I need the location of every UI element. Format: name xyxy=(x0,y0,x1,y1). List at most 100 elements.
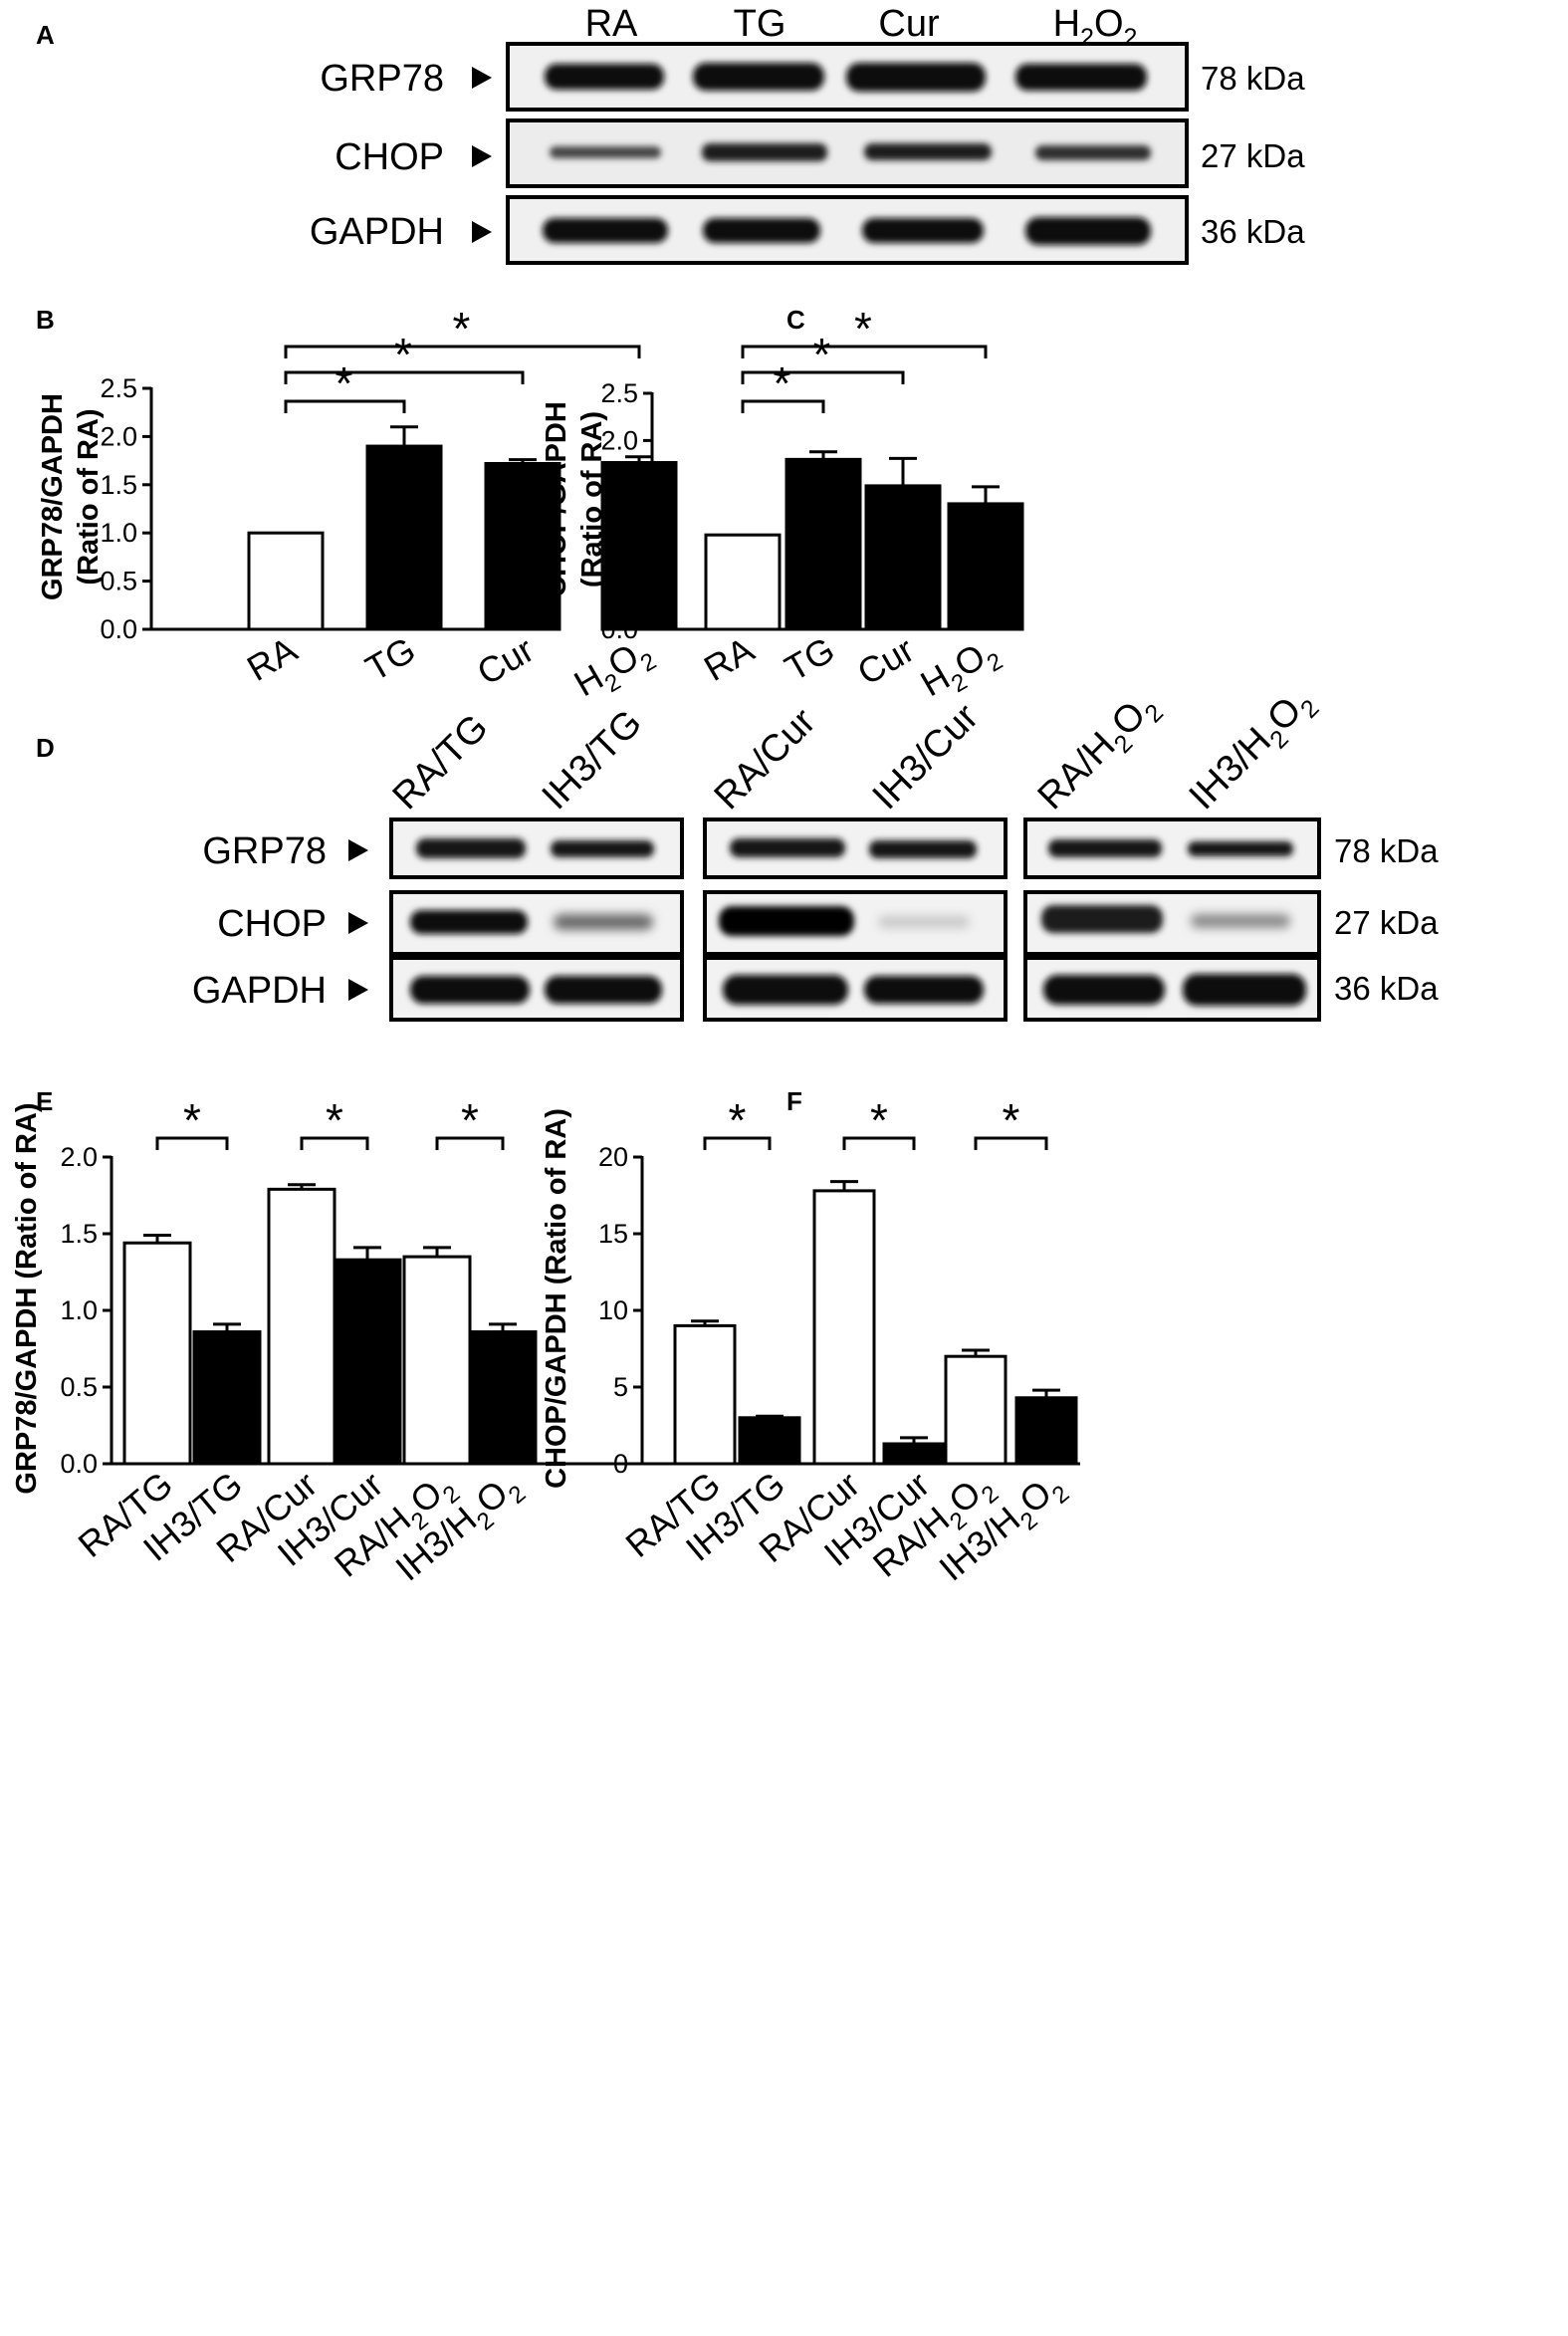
band xyxy=(1035,145,1151,160)
bar xyxy=(192,1330,262,1466)
band xyxy=(410,976,530,1004)
significance-star: * xyxy=(774,357,791,409)
blot-a-size-chop: 27 kDa xyxy=(1201,137,1305,174)
band xyxy=(1183,974,1306,1006)
band xyxy=(1188,841,1293,856)
y-tick-label: 2.5 xyxy=(100,373,137,403)
blot-d-lane-ih3-cur: IH3/Cur xyxy=(865,696,988,818)
bar xyxy=(267,1187,336,1466)
arrow-icon xyxy=(472,221,492,243)
band xyxy=(702,143,827,161)
x-tick-label: RA xyxy=(697,628,761,689)
panel-label-f: F xyxy=(786,1086,802,1116)
blot-d: RA/TG IH3/TG RA/Cur IH3/Cur RA/H2O2 IH3/… xyxy=(192,679,1439,1022)
bar xyxy=(600,461,678,631)
x-tick-label: RA xyxy=(240,628,304,689)
blot-a-label-gapdh: GAPDH xyxy=(310,211,444,253)
panel-label-b: B xyxy=(36,305,55,335)
y-axis-title: GRP78/GAPDH (Ratio of RA) xyxy=(11,1102,43,1494)
bar xyxy=(944,1354,1008,1466)
bar xyxy=(812,1189,876,1466)
significance-star: * xyxy=(813,329,831,380)
band xyxy=(545,976,662,1004)
panel-label-d: D xyxy=(36,733,55,763)
significance-bracket xyxy=(703,1136,772,1150)
band xyxy=(864,976,984,1004)
significance-bracket xyxy=(435,1136,505,1150)
significance-star: * xyxy=(336,357,353,409)
y-axis-title: GRP78/GAPDH (Ratio of RA) xyxy=(37,393,105,600)
panel-label-c: C xyxy=(786,305,805,335)
significance-bracket xyxy=(284,345,641,358)
band xyxy=(878,916,970,928)
y-tick-label: 2.0 xyxy=(100,421,137,451)
significance-star: * xyxy=(394,329,412,380)
y-tick-label: 0.0 xyxy=(100,614,137,644)
y-tick-label: 0.5 xyxy=(100,567,137,596)
band xyxy=(846,63,986,92)
significance-bracket xyxy=(974,1136,1048,1150)
significance-bracket xyxy=(300,1136,369,1150)
band xyxy=(719,906,854,936)
y-tick-label: 5 xyxy=(613,1372,628,1402)
significance-star: * xyxy=(453,303,471,354)
bar xyxy=(784,457,862,631)
blot-a-label-grp78: GRP78 xyxy=(320,58,444,100)
blot-d-lane-ih3-tg: IH3/TG xyxy=(535,702,650,818)
blot-d-lane-ra-tg: RA/TG xyxy=(385,707,497,818)
significance-star: * xyxy=(326,1094,343,1146)
band xyxy=(543,218,668,243)
panel-label-a: A xyxy=(36,20,55,50)
significance-bracket xyxy=(741,370,905,384)
bar xyxy=(1014,1396,1078,1466)
arrow-icon xyxy=(348,979,368,1001)
blot-d-lane-ih3-h2o2: IH3/H2O2 xyxy=(1182,679,1325,822)
band xyxy=(1043,975,1165,1005)
significance-star: * xyxy=(183,1094,201,1146)
arrow-icon xyxy=(348,912,368,934)
band xyxy=(416,838,526,858)
band xyxy=(723,975,848,1005)
y-tick-label: 1.5 xyxy=(100,470,137,500)
bar xyxy=(333,1258,402,1466)
panel-label-e: E xyxy=(36,1086,53,1116)
blot-a-lane-tg: TG xyxy=(734,3,786,45)
y-tick-label: 2.0 xyxy=(600,425,638,455)
chart-e: 0.0 0.5 1.0 1.5 2.0 GRP78/GAPDH (Ratio of RA)… xyxy=(11,1094,742,1588)
bar xyxy=(484,462,561,631)
bar xyxy=(247,531,325,631)
bar xyxy=(673,1323,737,1466)
y-tick-label: 1.0 xyxy=(100,518,137,548)
band xyxy=(554,914,653,930)
bar xyxy=(402,1255,472,1466)
bar xyxy=(122,1241,192,1466)
significance-star: * xyxy=(1003,1094,1020,1146)
y-axis-title: CHOP/GAPDH (Ratio of RA) xyxy=(541,401,608,597)
x-tick-label: Cur xyxy=(470,628,541,693)
y-tick-label: 1.5 xyxy=(60,1219,98,1249)
significance-bracket xyxy=(284,399,406,413)
y-tick-label: 1.5 xyxy=(600,473,638,503)
x-tick-label: TG xyxy=(778,628,841,689)
significance-star: * xyxy=(870,1094,888,1146)
band xyxy=(550,146,661,158)
y-tick-label: 0.0 xyxy=(600,614,638,644)
y-tick-label: 1.0 xyxy=(600,520,638,550)
y-tick-label: 15 xyxy=(598,1219,628,1249)
significance-star: * xyxy=(729,1094,747,1146)
band xyxy=(551,840,654,857)
band xyxy=(1015,64,1147,91)
significance-star: * xyxy=(854,303,872,354)
band xyxy=(1025,217,1151,245)
bar xyxy=(882,1442,946,1466)
y-tick-label: 0.5 xyxy=(600,568,638,597)
band xyxy=(410,910,528,934)
blot-a: RA TG Cur H2O2 GRP78 xyxy=(310,3,1305,265)
blot-a-label-chop: CHOP xyxy=(335,136,444,178)
band xyxy=(1191,914,1290,928)
blot-d-size-chop: 27 kDa xyxy=(1334,904,1439,941)
band xyxy=(864,143,992,160)
